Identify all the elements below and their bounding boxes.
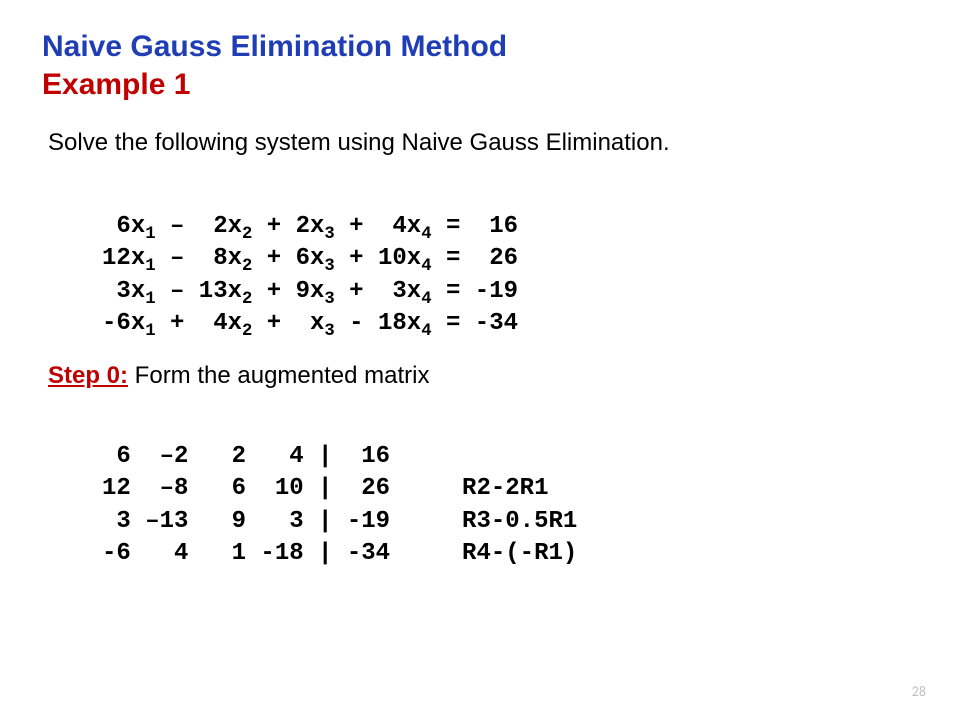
eq-row-1: 6x1 – 2x2 + 2x3 + 4x4 = 16 — [102, 213, 518, 240]
page-number: 28 — [912, 683, 926, 700]
eq-row-3: 3x1 – 13x2 + 9x3 + 3x4 = -19 — [102, 278, 518, 305]
title-line-1: Naive Gauss Elimination Method — [42, 28, 918, 66]
step0-rest: Form the augmented matrix — [128, 362, 429, 389]
slide: Naive Gauss Elimination Method Example 1… — [0, 0, 960, 570]
slide-title: Naive Gauss Elimination Method Example 1 — [42, 28, 918, 105]
augmented-matrix: 6 –2 2 4 | 16 12 –8 6 10 | 26 R2-2R1 3 –… — [102, 408, 918, 570]
step0-line: Step 0: Form the augmented matrix — [48, 362, 918, 390]
matrix-row-3: 3 –13 9 3 | -19 R3-0.5R1 — [102, 508, 577, 535]
matrix-row-4: -6 4 1 -18 | -34 R4-(-R1) — [102, 540, 577, 567]
equation-system: 6x1 – 2x2 + 2x3 + 4x4 = 16 12x1 – 8x2 + … — [102, 178, 918, 340]
intro-text: Solve the following system using Naive G… — [48, 127, 918, 159]
eq-row-2: 12x1 – 8x2 + 6x3 + 10x4 = 26 — [102, 245, 518, 272]
step0-label: Step 0: — [48, 362, 128, 389]
matrix-row-1: 6 –2 2 4 | 16 — [102, 443, 390, 470]
title-line-2: Example 1 — [42, 66, 918, 104]
matrix-row-2: 12 –8 6 10 | 26 R2-2R1 — [102, 475, 548, 502]
eq-row-4: -6x1 + 4x2 + x3 - 18x4 = -34 — [102, 310, 518, 337]
